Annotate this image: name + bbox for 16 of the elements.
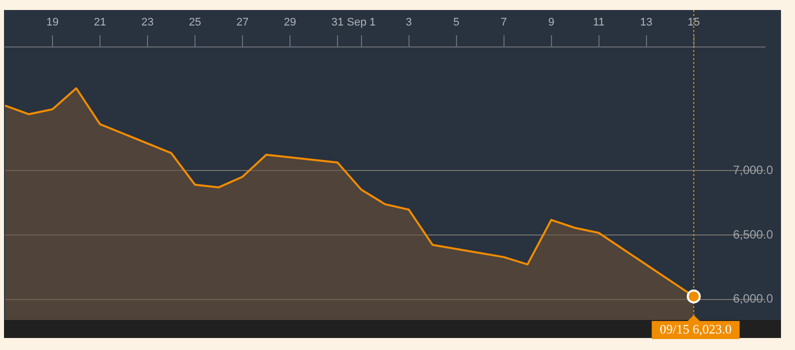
x-tick-label: 7 <box>500 16 507 29</box>
x-tick-label: 21 <box>94 16 106 29</box>
x-tick-label: 13 <box>640 16 652 29</box>
x-tick-label: Sep 1 <box>346 16 376 29</box>
annotation: 09/15 6,023.0 <box>660 321 732 336</box>
x-tick-label: 29 <box>284 16 296 29</box>
x-tick-label: 11 <box>593 16 604 29</box>
x-tick-label: 27 <box>236 16 249 29</box>
x-tick-label: 5 <box>453 16 460 29</box>
x-tick-label: 23 <box>141 16 154 29</box>
x-tick-label: 15 <box>688 16 700 29</box>
x-tick-label: 25 <box>188 16 202 29</box>
x-tick-label: 19 <box>46 16 59 29</box>
x-tick-label: 3 <box>406 16 412 29</box>
x-tick-label: 31 <box>331 16 344 29</box>
x-tick-label: 9 <box>548 16 554 29</box>
